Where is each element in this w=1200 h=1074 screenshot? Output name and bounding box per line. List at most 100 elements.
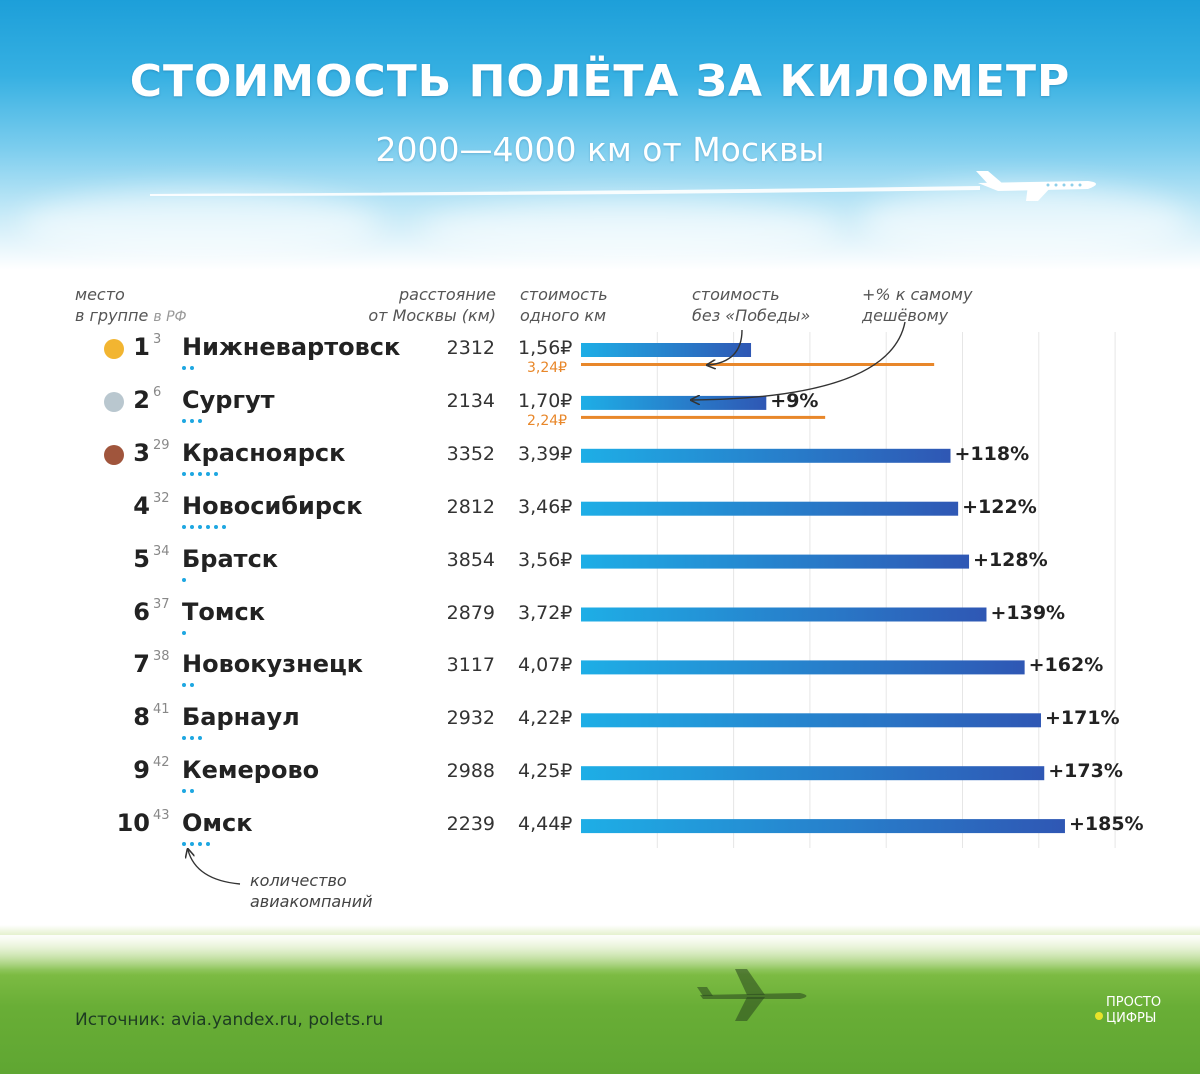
airline-dot [182, 789, 186, 794]
percent-over-cheapest: +9% [770, 389, 819, 412]
distance-value: 3352 [446, 442, 495, 465]
legend-airlines-line2: авиакомпаний [250, 892, 373, 911]
city-name: Новокузнецк [182, 650, 364, 679]
airline-dot [182, 683, 186, 688]
arrow-pct [692, 321, 906, 400]
silver-medal-icon [104, 391, 124, 412]
airline-dot [206, 524, 210, 529]
bronze-medal-icon [104, 444, 124, 465]
airline-dot [182, 524, 186, 529]
rank-group: 6 [133, 597, 150, 626]
rank-rf: 6 [153, 384, 162, 400]
airline-dot [182, 366, 186, 370]
distance-value: 2134 [446, 389, 495, 412]
cost-bar [581, 343, 752, 357]
cost-bar [581, 660, 1025, 675]
airline-dot [190, 418, 194, 423]
airline-dot [198, 736, 202, 741]
cost-value: 3,72₽ [518, 601, 573, 624]
airline-dot [222, 524, 226, 529]
header-cost-line1: стоимость [520, 285, 608, 304]
cloud [860, 185, 1190, 260]
rank-group: 3 [133, 438, 150, 467]
header-nopobeda-line2: без «Победы» [692, 306, 811, 325]
distance-value: 2812 [446, 495, 495, 518]
cost-nopobeda-value: 2,24₽ [527, 412, 568, 429]
cost-bar [581, 501, 959, 516]
header-pct: +% к самому дешёвому [862, 284, 972, 326]
city-name: Кемерово [182, 756, 320, 785]
table-row: 2 6 Сургут 2134 1,70₽ 2,24₽ +9% [0, 384, 1200, 439]
logo: ПРОСТО ЦИФРЫ [1106, 995, 1176, 1027]
header-pct-line2: дешёвому [862, 306, 949, 325]
percent-over-cheapest: +128% [973, 548, 1048, 571]
percent-over-cheapest: +139% [990, 601, 1066, 624]
airline-count-dots [182, 471, 222, 477]
cost-bar [581, 766, 1045, 781]
rank-group: 2 [133, 385, 150, 414]
legend-airlines: количество авиакомпаний [250, 870, 372, 912]
airline-count-dots [182, 418, 206, 424]
chart-title: СТОИМОСТЬ ПОЛЁТА ЗА КИЛОМЕТР [129, 56, 1071, 107]
airline-dot [190, 736, 194, 741]
airline-dot [182, 736, 186, 741]
rank-group: 10 [116, 809, 150, 838]
cost-bar [581, 448, 951, 463]
distance-value: 2312 [446, 337, 495, 359]
table-row: 1 3 Нижневартовск 2312 1,56₽ 3,24₽ [0, 333, 1200, 386]
airline-count-dots [182, 577, 190, 583]
header-place-group: в группе [75, 306, 149, 325]
airline-count-dots [182, 789, 198, 794]
rank-rf: 38 [153, 649, 170, 665]
airline-dot [182, 471, 186, 476]
airline-dot [198, 418, 202, 423]
airline-dot [190, 471, 194, 476]
header-cost: стоимость одного км [520, 284, 608, 326]
airline-count-dots [182, 366, 198, 371]
rank-rf: 32 [153, 490, 170, 506]
logo-dot-icon [1095, 1012, 1103, 1020]
airline-count-dots [182, 683, 198, 688]
airline-dot [198, 842, 202, 847]
percent-over-cheapest: +171% [1044, 707, 1120, 730]
header-place-rf: в РФ [153, 309, 187, 325]
header-nopobeda: стоимость без «Победы» [692, 284, 810, 326]
airline-dot [182, 418, 186, 423]
cost-bar [581, 554, 970, 569]
airline-count-dots [182, 736, 206, 741]
table-row: 9 42 Кемерово 2988 4,25₽ +173% [0, 756, 1200, 809]
airline-dot [190, 366, 194, 370]
logo-line1: ПРОСТО [1106, 995, 1162, 1010]
distance-value: 3117 [446, 654, 495, 677]
rank-group: 4 [133, 491, 150, 520]
airline-count-dots [182, 630, 190, 636]
legend-airlines-line1: количество [250, 871, 347, 890]
contrail [150, 186, 980, 196]
airline-dot [190, 683, 194, 688]
logo-line2: ЦИФРЫ [1106, 1011, 1157, 1026]
table-row: 5 34 Братск 3854 3,56₽ +128% [0, 544, 1200, 598]
airline-dot [206, 471, 210, 476]
percent-over-cheapest: +162% [1028, 654, 1104, 677]
airline-dot [214, 524, 218, 529]
city-name: Барнаул [182, 703, 300, 732]
airline-dot [182, 630, 186, 635]
header-distance-line2: от Москвы (км) [368, 306, 496, 325]
percent-over-cheapest: +118% [954, 442, 1030, 465]
chart-subtitle: 2000—4000 км от Москвы [375, 130, 825, 169]
rank-group: 9 [133, 756, 150, 785]
airline-dot [190, 524, 194, 529]
ground-haze [0, 935, 1200, 975]
table-row: 4 32 Новосибирск 2812 3,46₽ +122% [0, 490, 1200, 545]
airline-dot [190, 789, 194, 794]
header-pct-line1: +% к самому [862, 285, 973, 304]
airline-dot [206, 842, 210, 847]
table-row: 10 43 Омск 2239 4,44₽ +185% [0, 809, 1200, 862]
rank-rf: 3 [153, 332, 162, 347]
rank-group: 1 [133, 333, 150, 361]
cost-value: 4,22₽ [518, 707, 573, 730]
cost-value: 4,44₽ [518, 813, 573, 836]
rank-group: 5 [133, 544, 150, 573]
